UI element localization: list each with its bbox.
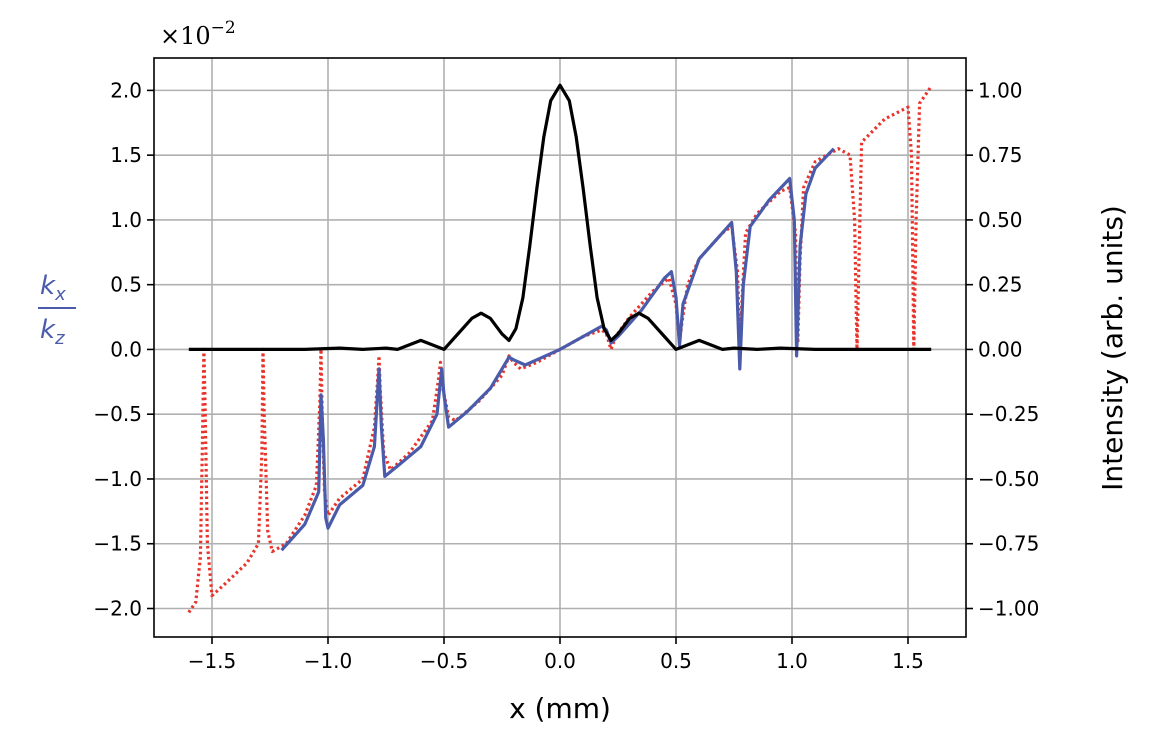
x-tick-label: −1.5 [188, 649, 237, 673]
y-offset-exponent: −2 [211, 18, 236, 38]
y-left-tick-label: 1.0 [110, 208, 142, 232]
y-axis-left: −2.0 −1.5 −1.0 −0.5 0.0 0.5 1.0 1.5 2.0 [93, 78, 154, 621]
y-left-tick-label: 0.0 [110, 337, 142, 361]
x-tick-label: 1.5 [892, 649, 924, 673]
series-layer [187, 83, 933, 614]
y-right-tick-label: −1.00 [978, 597, 1039, 621]
series-line-1 [280, 147, 835, 552]
x-axis: −1.5 −1.0 −0.5 0.0 0.5 1.0 1.5 [188, 637, 924, 673]
y-right-tick-label: −0.50 [978, 467, 1039, 491]
grid [154, 58, 966, 637]
y-left-tick-label: −1.5 [93, 532, 142, 556]
y-right-tick-label: 1.00 [978, 78, 1023, 102]
y-right-tick-label: 0.00 [978, 337, 1023, 361]
y-axis-right: −1.00 −0.75 −0.50 −0.25 0.00 0.25 0.50 0.75 1.00 [966, 78, 1039, 621]
series-line-2 [188, 83, 932, 351]
x-tick-label: 1.0 [776, 649, 808, 673]
y-label-numerator: kx [40, 271, 66, 305]
y-axis-right-label: Intensity (arb. units) [1096, 205, 1129, 491]
x-tick-label: 0.5 [660, 649, 692, 673]
y-offset-base: ×10 [160, 22, 211, 50]
y-left-tick-label: 1.5 [110, 143, 142, 167]
x-tick-label: −1.0 [304, 649, 353, 673]
x-tick-label: −0.5 [420, 649, 469, 673]
y-left-tick-label: −2.0 [93, 597, 142, 621]
y-left-tick-label: 2.0 [110, 78, 142, 102]
y-axis-left-label: kx kz [38, 271, 76, 349]
y-left-tick-label: −1.0 [93, 467, 142, 491]
y-right-tick-label: 0.50 [978, 208, 1023, 232]
y-right-tick-label: 0.75 [978, 143, 1023, 167]
y-right-tick-label: −0.25 [978, 402, 1039, 426]
y-right-tick-label: 0.25 [978, 273, 1023, 297]
y-left-tick-label: 0.5 [110, 273, 142, 297]
y-offset-text: ×10−2 [160, 18, 236, 50]
y-right-tick-label: −0.75 [978, 532, 1039, 556]
y-label-denominator: kz [40, 315, 65, 349]
y-left-tick-label: −0.5 [93, 402, 142, 426]
x-tick-label: 0.0 [544, 649, 576, 673]
x-axis-label: x (mm) [509, 692, 611, 725]
